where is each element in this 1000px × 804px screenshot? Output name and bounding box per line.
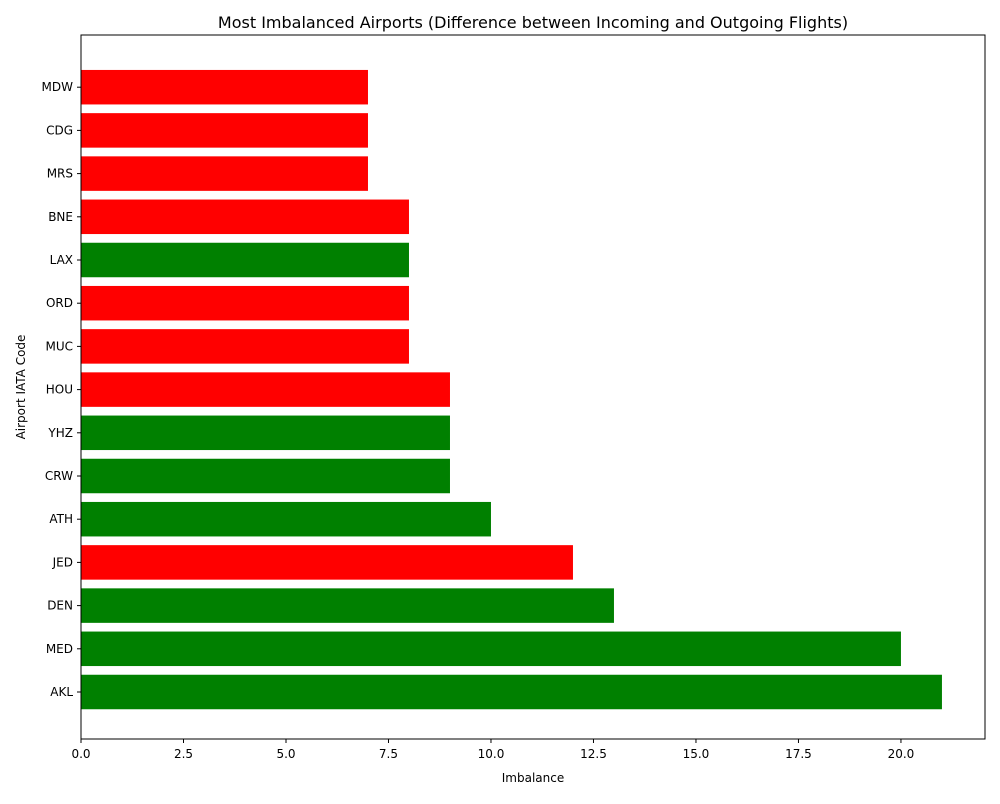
y-tick-label: BNE [48, 210, 73, 224]
y-tick-label: ATH [49, 512, 73, 526]
y-tick-label: HOU [46, 383, 73, 397]
bar-crw [81, 458, 450, 494]
x-tick-label: 0.0 [71, 747, 90, 761]
bar-den [81, 588, 614, 623]
y-tick-label: MDW [42, 80, 74, 94]
y-tick-label: MRS [47, 167, 73, 181]
y-axis-label: Airport IATA Code [14, 335, 28, 440]
bar-mdw [81, 69, 368, 105]
y-tick-label: MUC [45, 339, 73, 353]
x-tick-label: 5.0 [276, 747, 295, 761]
y-tick-label: ORD [46, 296, 73, 310]
x-tick-label: 2.5 [174, 747, 193, 761]
y-tick-label: MED [46, 642, 73, 656]
x-axis: 0.0 2.5 5.0 7.5 10.0 12.5 15.0 17.5 20.0 [71, 739, 914, 761]
x-tick-label: 17.5 [785, 747, 812, 761]
y-tick-label: CDG [46, 123, 73, 137]
plot-frame [80, 34, 986, 740]
y-tick-label: LAX [50, 253, 73, 267]
bar-mrs [81, 156, 368, 191]
bar-lax [81, 242, 409, 278]
x-tick-label: 10.0 [478, 747, 505, 761]
bar-med [81, 631, 901, 667]
x-axis-label: Imbalance [502, 771, 564, 785]
y-tick-label: CRW [45, 469, 73, 483]
x-tick-label: 7.5 [379, 747, 398, 761]
bar-bne [81, 199, 409, 235]
bar-ord [81, 285, 409, 321]
bar-jed [81, 545, 573, 580]
bar-yhz [81, 415, 450, 451]
chart-title: Most Imbalanced Airports (Difference bet… [218, 13, 848, 32]
bar-muc [81, 329, 409, 364]
bars-group [81, 69, 942, 710]
bar-ath [81, 501, 491, 537]
bar-hou [81, 372, 450, 407]
x-tick-label: 12.5 [580, 747, 607, 761]
y-tick-label: DEN [47, 599, 73, 613]
y-tick-label: JED [52, 555, 73, 569]
y-tick-label: YHZ [47, 426, 73, 440]
y-axis: AKL MED DEN JED ATH CRW YHZ HOU MUC ORD LAX BNE MRS C… [42, 80, 81, 699]
x-tick-label: 15.0 [683, 747, 710, 761]
bar-akl [81, 674, 942, 710]
x-tick-label: 20.0 [888, 747, 915, 761]
bar-cdg [81, 113, 368, 148]
y-tick-label: AKL [50, 685, 73, 699]
